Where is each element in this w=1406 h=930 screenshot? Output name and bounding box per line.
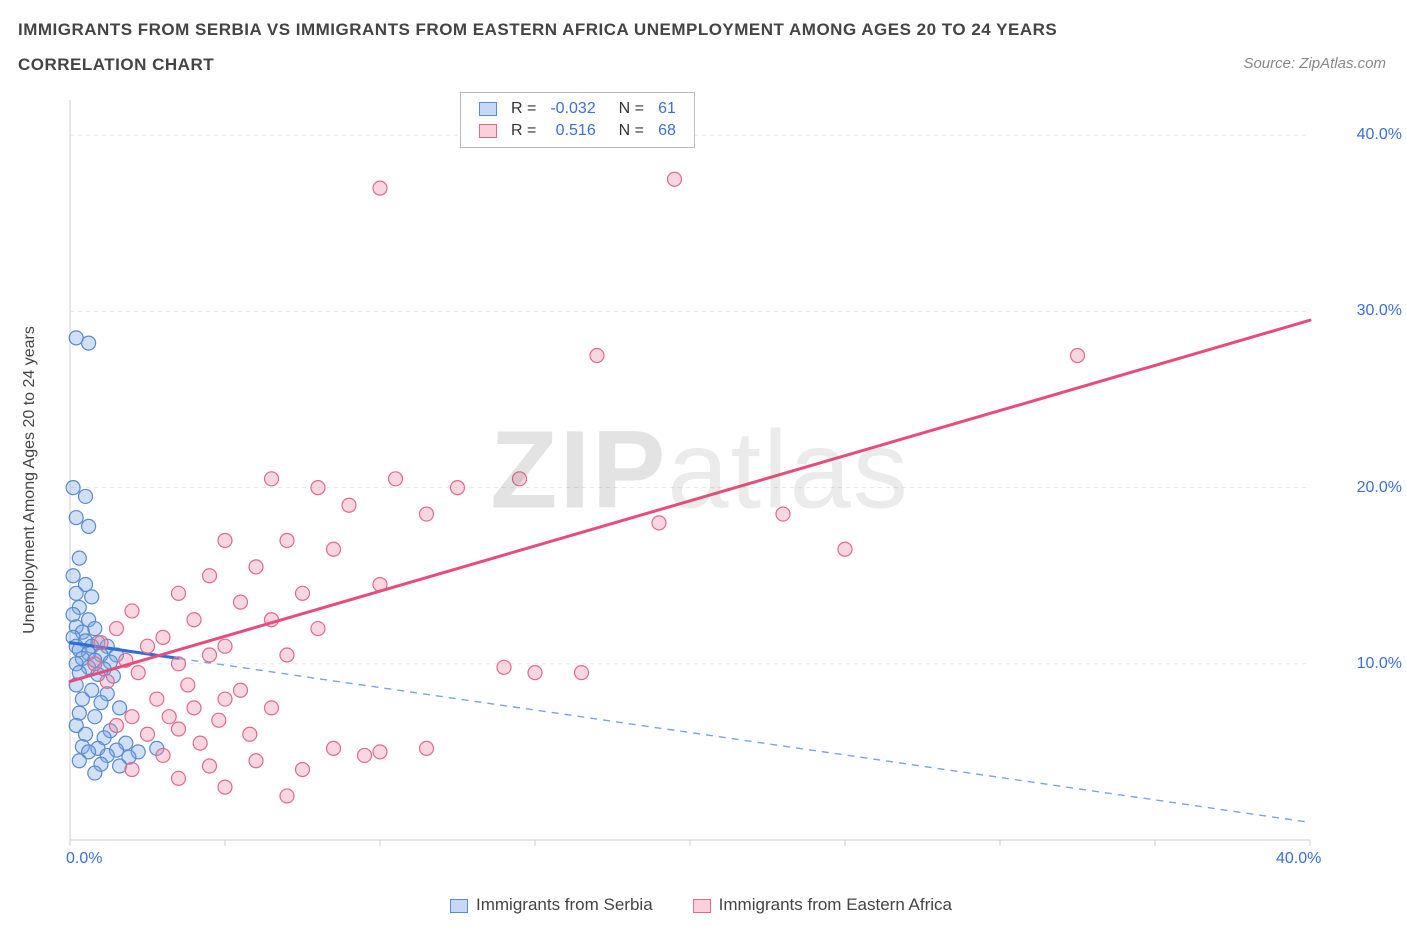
y-axis-label: Unemployment Among Ages 20 to 24 years bbox=[21, 326, 39, 634]
x-tick-label: 40.0% bbox=[1276, 850, 1321, 868]
y-tick-label: 30.0% bbox=[1357, 302, 1402, 320]
series-legend: Immigrants from Serbia Immigrants from Ea… bbox=[450, 895, 952, 915]
chart-subtitle: CORRELATION CHART bbox=[18, 55, 214, 75]
y-tick-label: 10.0% bbox=[1357, 655, 1402, 673]
legend-item: Immigrants from Serbia bbox=[450, 895, 653, 915]
source-label: Source: ZipAtlas.com bbox=[1243, 55, 1386, 72]
plot-area bbox=[60, 90, 1380, 870]
y-tick-label: 40.0% bbox=[1357, 126, 1402, 144]
correlation-legend: R =-0.032 N =61R =0.516 N =68 bbox=[460, 92, 695, 148]
x-tick-label: 0.0% bbox=[66, 850, 102, 868]
legend-item: Immigrants from Eastern Africa bbox=[693, 895, 952, 915]
chart-title: IMMIGRANTS FROM SERBIA VS IMMIGRANTS FRO… bbox=[18, 20, 1057, 40]
y-tick-label: 20.0% bbox=[1357, 479, 1402, 497]
